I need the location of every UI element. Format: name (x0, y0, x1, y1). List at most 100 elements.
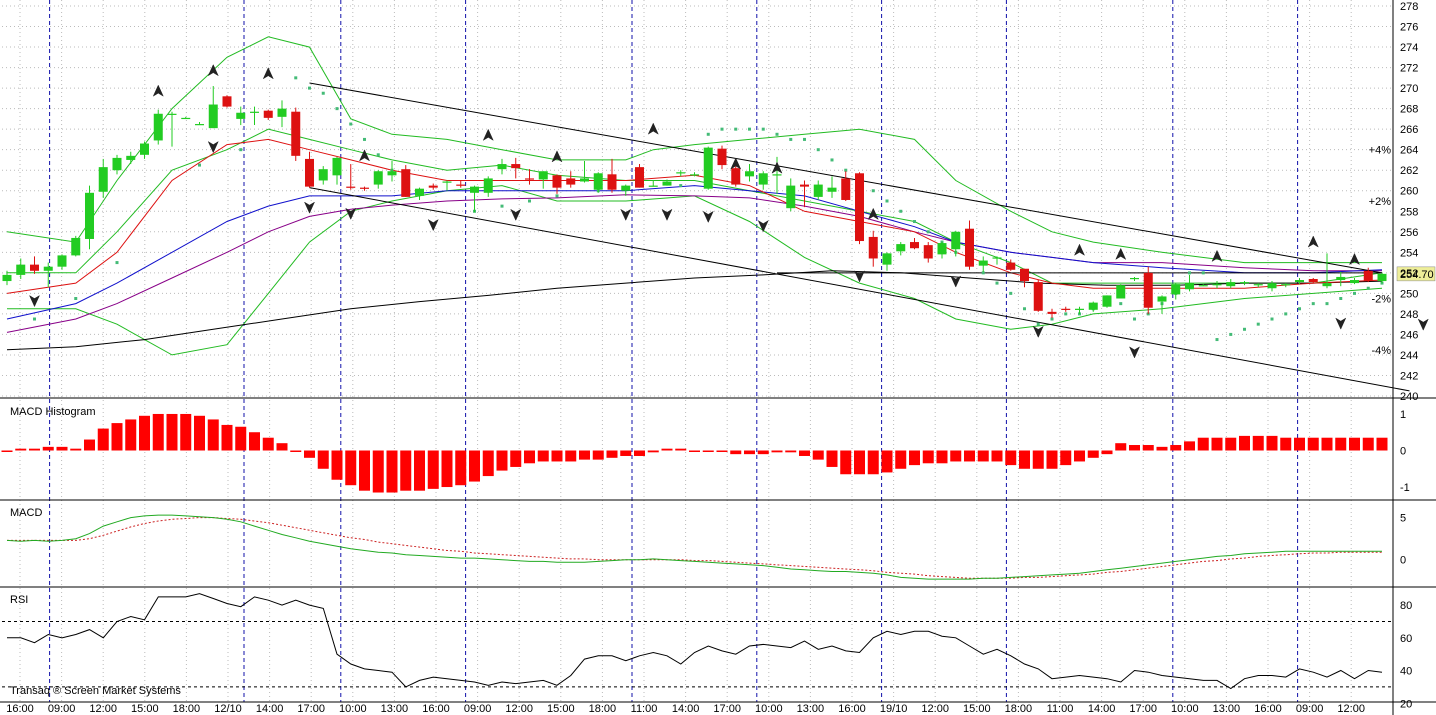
candle-body[interactable] (181, 117, 191, 120)
candle-body[interactable] (332, 157, 342, 176)
candle-body[interactable] (525, 178, 534, 180)
candle-body[interactable] (2, 274, 12, 282)
candle-body[interactable] (1157, 296, 1167, 302)
candle-body[interactable] (648, 185, 658, 187)
macd-panel[interactable]: 50 (6, 513, 1406, 580)
candle-body[interactable] (896, 244, 906, 252)
candle-body[interactable] (1240, 282, 1249, 284)
candle-body[interactable] (1281, 284, 1291, 286)
candle-body[interactable] (456, 184, 466, 186)
candle-body[interactable] (717, 148, 727, 166)
candle-body[interactable] (635, 167, 644, 188)
candle-body[interactable] (1130, 277, 1139, 280)
candle-body[interactable] (112, 157, 122, 171)
candle-body[interactable] (813, 184, 823, 197)
candle-body[interactable] (236, 112, 246, 119)
candle-body[interactable] (593, 173, 603, 190)
candle-body[interactable] (57, 255, 67, 267)
candle-body[interactable] (16, 264, 26, 275)
candle-body[interactable] (662, 181, 672, 186)
candle-body[interactable] (387, 171, 397, 176)
candle-body[interactable] (126, 155, 136, 160)
candle-body[interactable] (1336, 276, 1346, 281)
candle-body[interactable] (291, 111, 301, 156)
candle-body[interactable] (1363, 270, 1373, 282)
candle-body[interactable] (758, 173, 768, 185)
candle-body[interactable] (250, 111, 259, 113)
candle-body[interactable] (98, 167, 108, 192)
candle-body[interactable] (538, 171, 548, 180)
candle-body[interactable] (1020, 268, 1029, 282)
candle-body[interactable] (552, 175, 562, 188)
candle-body[interactable] (800, 184, 809, 187)
candle-body[interactable] (566, 178, 576, 185)
candle-body[interactable] (1102, 295, 1112, 307)
candle-body[interactable] (1171, 284, 1181, 295)
candle-body[interactable] (71, 237, 81, 256)
candle-body[interactable] (1088, 302, 1098, 310)
candle-body[interactable] (910, 242, 919, 249)
candle-body[interactable] (992, 257, 1002, 259)
candle-body[interactable] (318, 169, 328, 181)
candle-body[interactable] (373, 171, 383, 185)
candle-body[interactable] (745, 171, 754, 177)
candle-body[interactable] (827, 187, 837, 192)
candle-body[interactable] (965, 228, 974, 267)
candle-body[interactable] (470, 186, 479, 193)
candle-body[interactable] (731, 168, 741, 185)
candle-body[interactable] (1212, 284, 1222, 286)
candle-body[interactable] (607, 174, 617, 190)
candle-body[interactable] (676, 172, 686, 174)
candle-body[interactable] (772, 174, 782, 176)
candle-body[interactable] (1143, 272, 1153, 308)
candle-body[interactable] (882, 253, 892, 265)
candle-body[interactable] (305, 158, 314, 187)
candle-body[interactable] (263, 110, 273, 118)
candle-body[interactable] (1075, 308, 1084, 310)
candle-body[interactable] (497, 164, 507, 170)
candle-body[interactable] (868, 236, 878, 259)
candle-body[interactable] (1061, 308, 1071, 310)
candle-body[interactable] (1033, 282, 1043, 311)
candle-body[interactable] (1185, 283, 1194, 290)
candle-body[interactable] (140, 143, 149, 155)
candle-body[interactable] (442, 181, 452, 183)
candle-body[interactable] (360, 187, 369, 189)
candle-body[interactable] (1047, 311, 1057, 314)
candle-body[interactable] (1198, 285, 1208, 287)
candle-body[interactable] (483, 178, 493, 193)
candle-body[interactable] (208, 104, 218, 129)
candle-body[interactable] (855, 173, 864, 242)
candle-body[interactable] (951, 231, 961, 250)
candle-body[interactable] (277, 108, 287, 117)
candle-body[interactable] (1253, 284, 1263, 286)
candle-body[interactable] (153, 113, 163, 141)
candle-body[interactable] (195, 124, 204, 126)
candle-body[interactable] (1267, 283, 1277, 289)
candle-body[interactable] (580, 178, 589, 182)
candle-body[interactable] (937, 243, 947, 255)
candle-body[interactable] (1308, 279, 1318, 283)
candle-body[interactable] (786, 185, 796, 209)
candle-body[interactable] (1350, 280, 1359, 284)
candle-body[interactable] (85, 192, 94, 239)
candle-body[interactable] (415, 188, 424, 196)
candle-body[interactable] (690, 174, 699, 176)
price-panel[interactable]: +4% +2% -2% -4% 254.70 (2, 36, 1436, 392)
candle-body[interactable] (703, 147, 713, 189)
candle-body[interactable] (841, 178, 851, 200)
candle-body[interactable] (511, 164, 521, 169)
candle-body[interactable] (167, 113, 177, 115)
candle-body[interactable] (43, 266, 53, 271)
macd-histogram-panel[interactable]: 1 0 -1 (1, 409, 1410, 494)
candle-body[interactable] (30, 264, 39, 271)
candle-body[interactable] (1006, 262, 1016, 270)
candle-body[interactable] (978, 260, 988, 266)
candle-body[interactable] (1377, 273, 1387, 282)
candle-body[interactable] (1295, 280, 1304, 283)
candle-body[interactable] (1226, 282, 1236, 287)
candle-body[interactable] (428, 185, 438, 188)
rsi-panel[interactable]: 80 60 40 20 (2, 593, 1412, 711)
candle-body[interactable] (923, 245, 933, 259)
candle-body[interactable] (1116, 285, 1126, 299)
